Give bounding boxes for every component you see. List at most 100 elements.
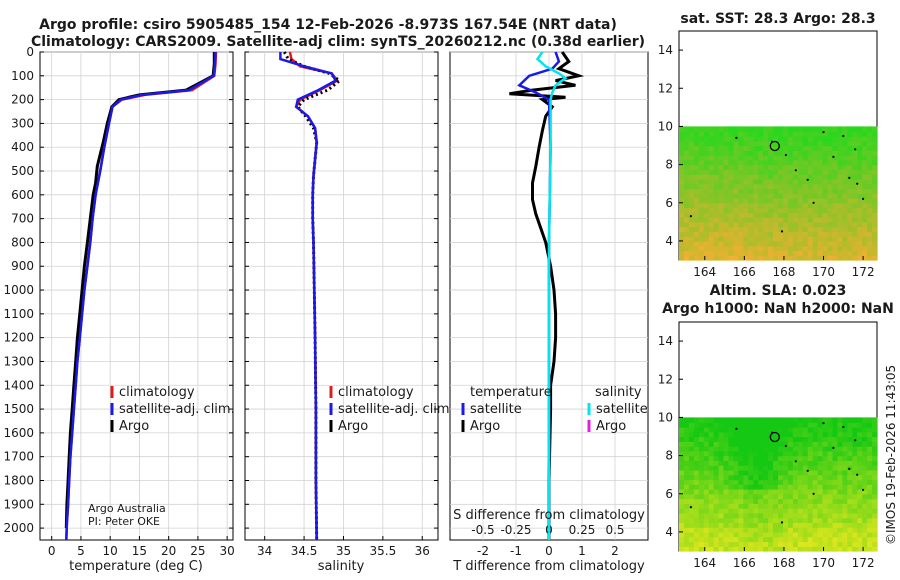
map-cell — [778, 212, 784, 218]
difference-panel: -2 -1 0 1 2 -0.5 -0.25 0 0.25 0.5 S difference f… — [449, 51, 649, 574]
map-cell — [837, 460, 843, 466]
map-cell — [792, 169, 799, 175]
map-cell — [733, 465, 739, 471]
map-cell — [708, 427, 715, 433]
map-cell — [817, 508, 824, 514]
map-cell — [708, 446, 715, 452]
map-cell — [857, 183, 863, 190]
map-cell — [703, 474, 710, 481]
map-cell — [822, 159, 829, 166]
map-cell — [778, 517, 784, 523]
map-cell — [817, 441, 824, 447]
map-cell — [827, 202, 834, 209]
map-cell — [684, 221, 690, 228]
map-cell — [768, 508, 774, 514]
map-cell — [763, 503, 769, 509]
map-cell — [783, 417, 789, 423]
map-cell — [778, 140, 784, 147]
map-cell — [817, 541, 824, 547]
map-cell — [703, 145, 710, 151]
map-cell — [693, 417, 700, 423]
map-cell — [872, 145, 878, 151]
map-cell — [733, 236, 739, 242]
map-cell — [778, 527, 784, 533]
map-cell — [812, 546, 819, 552]
map-cell — [787, 479, 794, 485]
map-cell — [807, 226, 814, 232]
map-cell — [753, 188, 759, 194]
map-cell — [867, 183, 873, 190]
map-cell — [693, 250, 700, 256]
map-cell — [862, 508, 868, 514]
map-cell — [797, 193, 804, 199]
map-cell — [857, 202, 863, 209]
map-cell — [684, 541, 690, 547]
map-cell — [763, 455, 769, 461]
map-cell — [827, 145, 834, 151]
map-cell — [679, 178, 685, 185]
map-cell — [743, 178, 749, 185]
map-cell — [807, 474, 814, 481]
map-cell — [738, 140, 744, 147]
map-cell — [753, 174, 759, 180]
map-cell — [817, 164, 824, 170]
map-cell — [862, 531, 868, 538]
map-cell — [718, 136, 725, 142]
map-cell — [748, 240, 754, 247]
map-cell — [684, 427, 690, 433]
map-cell — [837, 255, 843, 261]
map-cell — [778, 498, 784, 504]
map-cell — [703, 188, 710, 194]
map-cell — [827, 226, 834, 232]
map-cell — [842, 159, 848, 166]
island-dot — [842, 134, 845, 138]
map-cell — [708, 231, 715, 237]
map-cell — [684, 498, 690, 504]
map-cell — [783, 140, 789, 147]
legend-label-climatology: climatology — [119, 385, 195, 400]
map-cell — [753, 417, 759, 423]
map-cell — [679, 136, 685, 142]
map-cell — [852, 460, 858, 466]
map-cell — [698, 541, 705, 547]
map-cell — [743, 169, 749, 175]
map-cell — [872, 193, 878, 199]
map-cell — [773, 508, 779, 514]
map-cell — [748, 541, 754, 547]
map-cell — [708, 469, 715, 476]
map-cell — [807, 140, 814, 147]
map-cell — [733, 436, 739, 442]
map-cell — [837, 155, 843, 161]
map-cell — [758, 155, 764, 161]
map-cell — [723, 431, 730, 438]
map-cell — [817, 536, 824, 543]
map-cell — [758, 450, 764, 457]
map-cell — [797, 479, 804, 485]
map-cell — [792, 255, 799, 261]
map-cell — [758, 207, 764, 213]
map-cell — [728, 250, 735, 256]
map-cell — [872, 236, 878, 242]
map-cell — [837, 188, 843, 194]
map-cell — [827, 460, 834, 466]
map-cell — [867, 226, 873, 232]
map-cell — [783, 469, 789, 476]
map-cell — [787, 531, 794, 538]
map-cell — [778, 441, 784, 447]
map-cell — [862, 183, 868, 190]
map-cell — [713, 436, 720, 442]
map-cell — [728, 508, 735, 514]
map-cell — [817, 207, 824, 213]
map-cell — [688, 498, 695, 504]
map-cell — [679, 508, 685, 514]
map-cell — [713, 221, 720, 228]
map-cell — [857, 469, 863, 476]
map-cell — [708, 150, 715, 156]
map-cell — [693, 221, 700, 228]
map-cell — [758, 150, 764, 156]
map-cell — [768, 498, 774, 504]
x-tick-label: 20 — [161, 544, 176, 558]
s-difference-tick-labels: -0.5 -0.25 0 0.25 0.5 — [471, 523, 624, 537]
map-cell — [862, 527, 868, 533]
map-cell — [728, 188, 735, 194]
